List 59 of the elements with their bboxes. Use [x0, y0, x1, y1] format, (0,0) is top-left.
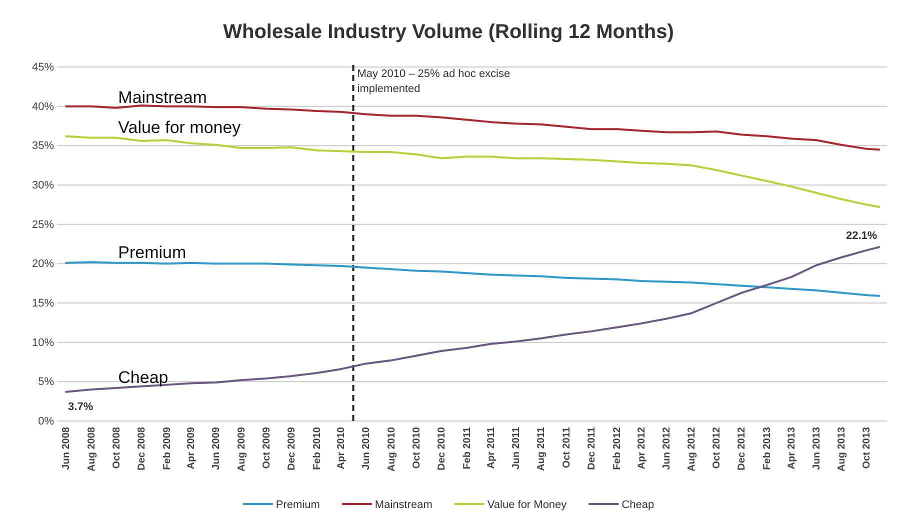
x-tick-label: Aug 2012: [686, 426, 698, 472]
annotation: Value for money: [118, 118, 242, 137]
x-tick-label: Apr 2012: [636, 426, 648, 470]
line-series: [65, 135, 880, 208]
x-tick-label: Jun 2008: [61, 426, 72, 470]
data-label: 22.1%: [846, 230, 878, 242]
y-tick-label: 15%: [32, 298, 54, 310]
y-tick-label: 0%: [38, 416, 54, 428]
annotation: Cheap: [118, 368, 168, 387]
x-tick-label: Aug 2010: [386, 426, 398, 472]
x-tick-label: Dec 2010: [436, 426, 448, 470]
y-tick-label: 30%: [32, 180, 54, 192]
x-tick-label: Aug 2009: [236, 426, 248, 472]
y-tick-label: 10%: [32, 336, 54, 349]
x-tick-label: Jun 2011: [511, 426, 522, 470]
x-tick-label: Oct 2008: [111, 426, 122, 469]
x-tick-label: Jun 2012: [662, 426, 673, 470]
legend-label: Mainstream: [374, 498, 432, 511]
x-tick-label: Apr 2010: [336, 426, 348, 470]
x-tick-label: Aug 2008: [86, 426, 98, 472]
legend-label: Premium: [276, 498, 320, 511]
line-series: [65, 261, 880, 297]
x-tick-label: Apr 2011: [486, 426, 498, 469]
x-tick-label: Apr 2009: [186, 426, 198, 470]
y-tick-label: 40%: [32, 100, 54, 113]
x-tick-label: Oct 2011: [561, 426, 572, 468]
x-tick-label: Aug 2013: [836, 426, 848, 472]
x-tick-label: Dec 2011: [586, 426, 598, 470]
x-tick-label: Oct 2010: [411, 426, 422, 469]
x-tick-label: Apr 2013: [786, 426, 798, 470]
legend-label: Cheap: [622, 498, 654, 511]
y-tick-label: 45%: [32, 62, 54, 74]
line-series: [65, 246, 880, 393]
x-tick-label: Jun 2013: [812, 426, 823, 470]
y-tick-label: 20%: [32, 258, 54, 270]
data-label: 3.7%: [68, 400, 94, 413]
x-tick-label: Oct 2009: [261, 426, 272, 469]
x-tick-label: Oct 2013: [862, 426, 873, 469]
x-tick-label: Aug 2011: [536, 426, 548, 471]
legend-label: Value for Money: [487, 498, 568, 511]
annotation: Mainstream: [118, 88, 207, 107]
x-tick-label: Jun 2010: [361, 426, 372, 470]
y-tick-label: 35%: [32, 140, 54, 152]
y-tick-label: 5%: [38, 376, 54, 388]
x-tick-label: Dec 2008: [136, 426, 148, 470]
x-tick-label: Jun 2009: [211, 426, 222, 470]
x-tick-label: Dec 2009: [286, 426, 298, 470]
annotation: Premium: [118, 242, 186, 262]
x-tick-label: Feb 2012: [612, 426, 623, 470]
ref-line-label: May 2010 – 25% ad hoc excise implemented: [357, 68, 510, 95]
x-tick-label: Dec 2012: [736, 426, 748, 470]
x-tick-label: Oct 2012: [712, 426, 723, 469]
x-tick-label: Feb 2010: [312, 426, 323, 470]
line-series: [65, 104, 880, 151]
chart-title: Wholesale Industry Volume (Rolling 12 Months): [223, 21, 674, 43]
y-tick-label: 25%: [32, 218, 54, 231]
x-tick-label: Feb 2013: [762, 426, 774, 470]
x-tick-label: Feb 2011: [462, 426, 473, 470]
x-tick-label: Feb 2009: [162, 426, 173, 470]
